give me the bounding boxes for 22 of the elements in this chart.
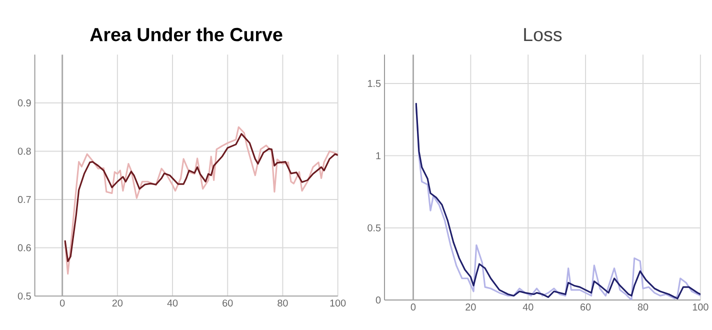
x-tick-label: 100: [692, 304, 708, 311]
x-tick-label: 0: [410, 304, 416, 311]
x-tick-label: 40: [522, 304, 534, 311]
x-tick-label: 0: [60, 300, 65, 307]
y-tick-label: 1: [376, 152, 381, 160]
y-tick-label: 1.5: [368, 80, 381, 88]
x-tick-label: 80: [638, 304, 648, 311]
x-tick-label: 100: [330, 300, 346, 307]
y-tick-label: 0.8: [18, 148, 31, 155]
x-tick-label: 40: [167, 300, 178, 307]
y-tick-label: 0.5: [18, 292, 31, 300]
x-tick-label: 80: [278, 300, 288, 307]
chart-title: Area Under the Curve: [90, 28, 282, 42]
x-tick-label: 60: [580, 304, 591, 311]
y-tick-label: 0.5: [368, 224, 381, 232]
chart-title: Loss: [524, 28, 562, 42]
y-tick-label: 0.7: [18, 196, 31, 204]
x-tick-label: 20: [466, 304, 476, 311]
y-tick-label: 0.6: [18, 244, 31, 252]
x-tick-label: 60: [222, 300, 233, 307]
y-tick-label: 0.9: [18, 100, 31, 107]
x-tick-label: 20: [112, 300, 123, 307]
